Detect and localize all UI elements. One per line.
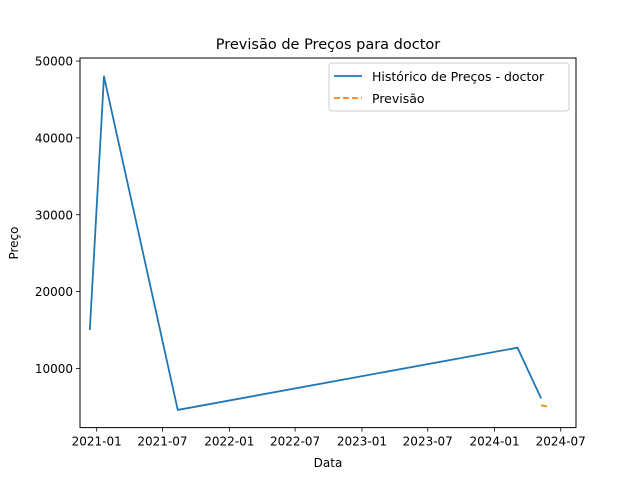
- legend-label-previsao: Previsão: [372, 91, 425, 106]
- x-tick-label: 2021-07: [137, 435, 187, 449]
- series-line-1: [540, 404, 550, 408]
- y-tick-label: 40000: [35, 131, 73, 145]
- legend: Histórico de Preços - doctor Previsão: [328, 62, 570, 112]
- x-axis: 2021-01 2021-07 2022-01 2022-07 2023-01 2023-…: [72, 427, 586, 449]
- legend-label-historico: Histórico de Preços - doctor: [372, 69, 545, 84]
- legend-box: [328, 62, 570, 112]
- axes-frame: [79, 57, 577, 429]
- y-axis-label: Preço: [7, 226, 21, 259]
- x-tick-label: 2021-01: [72, 435, 122, 449]
- x-tick-label: 2023-01: [337, 435, 387, 449]
- x-tick-label: 2022-07: [270, 435, 320, 449]
- y-tick-label: 10000: [35, 362, 73, 376]
- y-tick-label: 30000: [35, 208, 73, 222]
- x-tick-label: 2024-07: [536, 435, 586, 449]
- y-axis: 10000 20000 30000 40000 50000: [35, 55, 80, 376]
- chart-title: Previsão de Preços para doctor: [216, 37, 441, 53]
- plot-area: [88, 75, 550, 411]
- x-tick-label: 2024-01: [470, 435, 520, 449]
- y-tick-label: 50000: [35, 55, 73, 69]
- x-axis-label: Data: [314, 456, 343, 470]
- x-tick-label: 2022-01: [204, 435, 254, 449]
- x-tick-label: 2023-07: [403, 435, 453, 449]
- series-line-0: [88, 75, 542, 411]
- y-tick-label: 20000: [35, 285, 73, 299]
